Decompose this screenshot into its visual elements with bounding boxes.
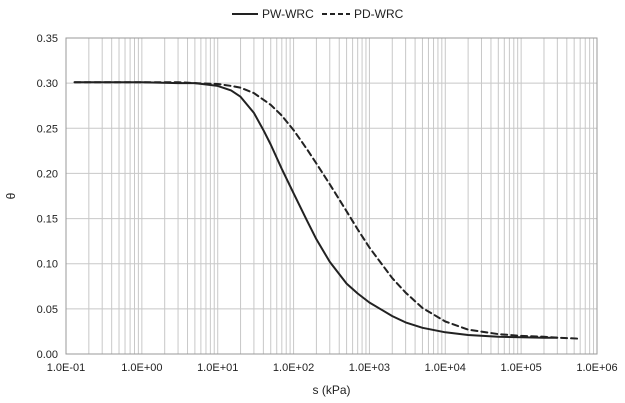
legend-label-pw-wrc: PW-WRC [262, 7, 314, 21]
series-line-pw-wrc [73, 81, 559, 339]
x-tick-label: 1.0E-01 [47, 362, 86, 374]
y-tick-label: 0.25 [37, 123, 58, 135]
x-tick-label: 1.0E+02 [273, 362, 314, 374]
y-tick-label: 0.00 [37, 349, 58, 361]
x-axis-title: s (kPa) [312, 383, 350, 397]
legend-label-pd-wrc: PD-WRC [354, 7, 404, 21]
x-tick-label: 1.0E+00 [121, 362, 162, 374]
plot-area-frame [65, 37, 598, 355]
x-tick-label: 1.0E+01 [197, 362, 238, 374]
series-group [73, 81, 582, 340]
y-tick-label: 0.15 [37, 214, 58, 226]
y-tick-label: 0.05 [37, 304, 58, 316]
y-tick-label: 0.35 [37, 33, 58, 45]
y-tick-label: 0.10 [37, 259, 58, 271]
y-axis-tick-labels: 0.00 0.05 0.10 0.15 0.20 0.25 0.30 0.35 [37, 33, 58, 361]
x-tick-label: 1.0E+06 [576, 362, 617, 374]
y-axis-title: θ [4, 192, 18, 199]
series-line-pd-wrc [73, 81, 582, 340]
x-tick-label: 1.0E+03 [349, 362, 390, 374]
x-axis-tick-labels: 1.0E-01 1.0E+00 1.0E+01 1.0E+02 1.0E+03 1.0E+… [47, 362, 618, 374]
x-tick-label: 1.0E+04 [425, 362, 466, 374]
y-tick-label: 0.20 [37, 168, 58, 180]
y-tick-label: 0.30 [37, 78, 58, 90]
x-tick-label: 1.0E+05 [500, 362, 541, 374]
legend: PW-WRC PD-WRC [232, 7, 404, 21]
